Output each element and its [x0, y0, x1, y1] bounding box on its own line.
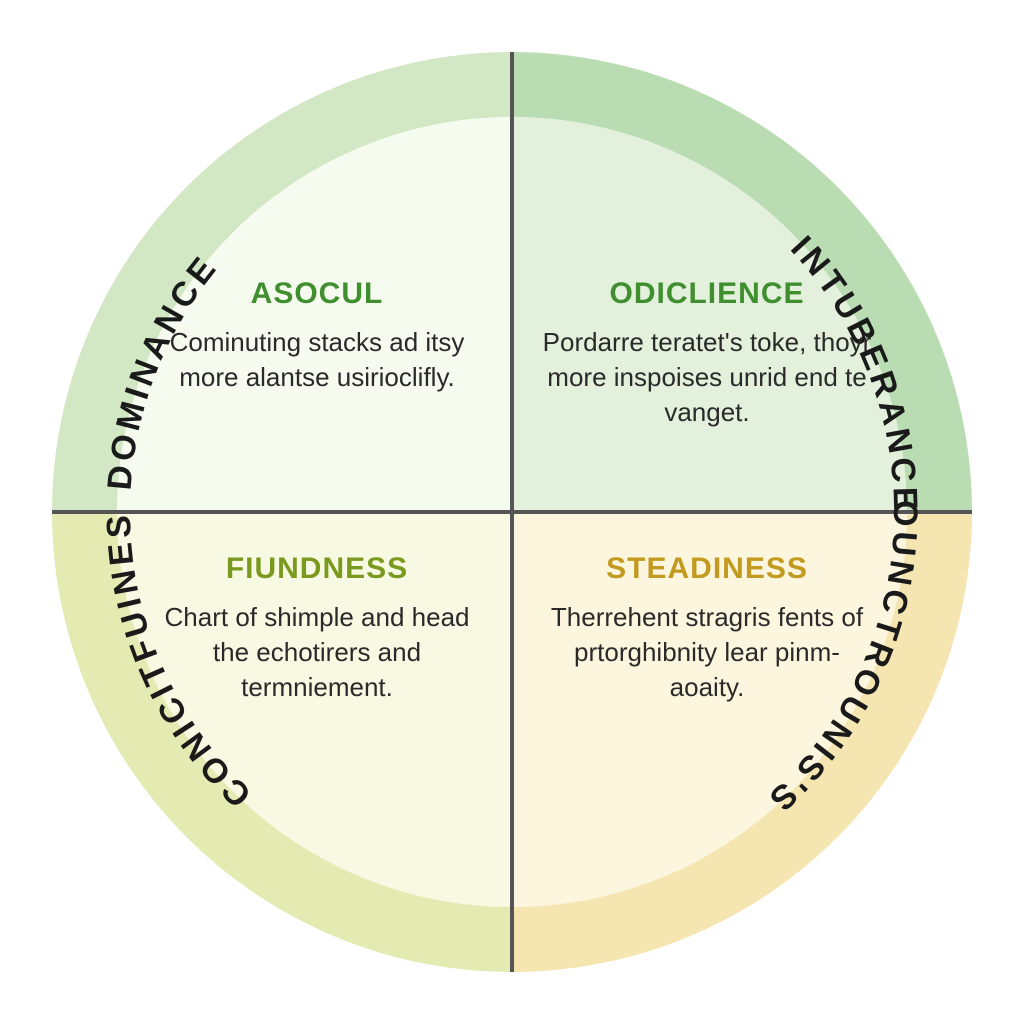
quadrant-bottom-left: FIUNDNESS Chart of shimple and head the …: [147, 552, 487, 705]
diagram-svg: DOMINANCE INTUBERANCE CONICITFUINESS TOU…: [52, 52, 972, 972]
quadrant-title: ODICLIENCE: [537, 277, 877, 311]
quadrant-top-right: ODICLIENCE Pordarre teratet's toke, thoy…: [537, 277, 877, 430]
quadrant-desc: Chart of shimple and head the echotirers…: [147, 600, 487, 705]
quadrant-desc: Pordarre teratet's toke, thoyr more insp…: [537, 325, 877, 430]
quadrant-title: STEADINESS: [537, 552, 877, 586]
quadrant-title: FIUNDNESS: [147, 552, 487, 586]
quadrant-top-left: ASOCUL Cominuting stacks ad itsy more al…: [147, 277, 487, 395]
quadrant-title: ASOCUL: [147, 277, 487, 311]
quadrant-desc: Cominuting stacks ad itsy more alantse u…: [147, 325, 487, 395]
quadrant-desc: Therrehent stragris fents of prtorghibni…: [537, 600, 877, 705]
quadrant-bottom-right: STEADINESS Therrehent stragris fents of …: [537, 552, 877, 705]
quadrant-diagram: DOMINANCE INTUBERANCE CONICITFUINESS TOU…: [52, 52, 972, 972]
